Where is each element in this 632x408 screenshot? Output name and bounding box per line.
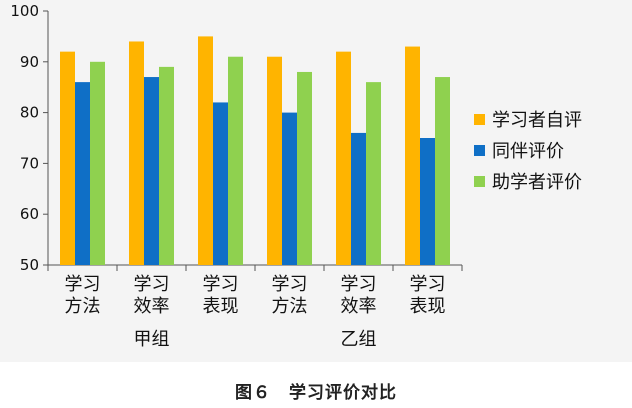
x-group-label: 乙组 (341, 329, 377, 350)
bar (159, 66, 174, 265)
x-category-label: 表现 (410, 296, 446, 317)
bar (198, 36, 213, 266)
bar (405, 46, 420, 266)
x-category-label: 学习 (341, 274, 377, 295)
y-tick-label: 80 (20, 104, 39, 122)
bar (60, 51, 75, 265)
y-tick-label: 90 (20, 53, 39, 71)
x-category-label: 学习 (272, 274, 308, 295)
bar-chart: 5060708090100学习方法学习效率学习表现学习方法学习效率学习表现甲组乙… (10, 2, 582, 350)
bar (228, 56, 243, 265)
bar (351, 132, 366, 265)
bar (90, 61, 105, 265)
x-category-label: 方法 (65, 296, 101, 317)
x-category-label: 学习 (134, 274, 170, 295)
bar (366, 82, 381, 266)
legend-label: 助学者评价 (492, 172, 582, 193)
x-category-label: 表现 (203, 296, 239, 317)
x-category-label: 效率 (341, 296, 377, 317)
y-tick-label: 100 (10, 2, 39, 20)
legend-swatch (474, 176, 485, 187)
x-group-label: 甲组 (134, 329, 170, 350)
bar (336, 51, 351, 265)
x-category-label: 学习 (203, 274, 239, 295)
bar (282, 112, 297, 265)
figure-caption: 图６ 学习评价对比 (235, 383, 397, 403)
x-category-label: 学习 (410, 274, 446, 295)
legend-swatch (474, 145, 485, 156)
legend-label: 同伴评价 (492, 141, 564, 162)
bar (213, 102, 228, 265)
chart-panel: 50 60 70 80 90 100 学习 方法 学习 效率 学习 表现 学习 方法 学习 效率 学习 表现 甲组乙… (0, 0, 632, 362)
bar (129, 41, 144, 266)
legend-swatch (474, 114, 485, 125)
bar (435, 77, 450, 265)
y-tick-label: 50 (20, 256, 39, 274)
bar (420, 138, 435, 265)
y-tick-label: 60 (20, 205, 39, 223)
x-category-label: 方法 (272, 296, 308, 317)
bar (75, 82, 90, 266)
x-category-label: 效率 (134, 296, 170, 317)
bar (297, 71, 312, 266)
legend-label: 学习者自评 (492, 110, 582, 131)
bar (144, 77, 159, 265)
y-tick-label: 70 (20, 154, 39, 172)
x-category-label: 学习 (65, 274, 101, 295)
bar (267, 56, 282, 265)
